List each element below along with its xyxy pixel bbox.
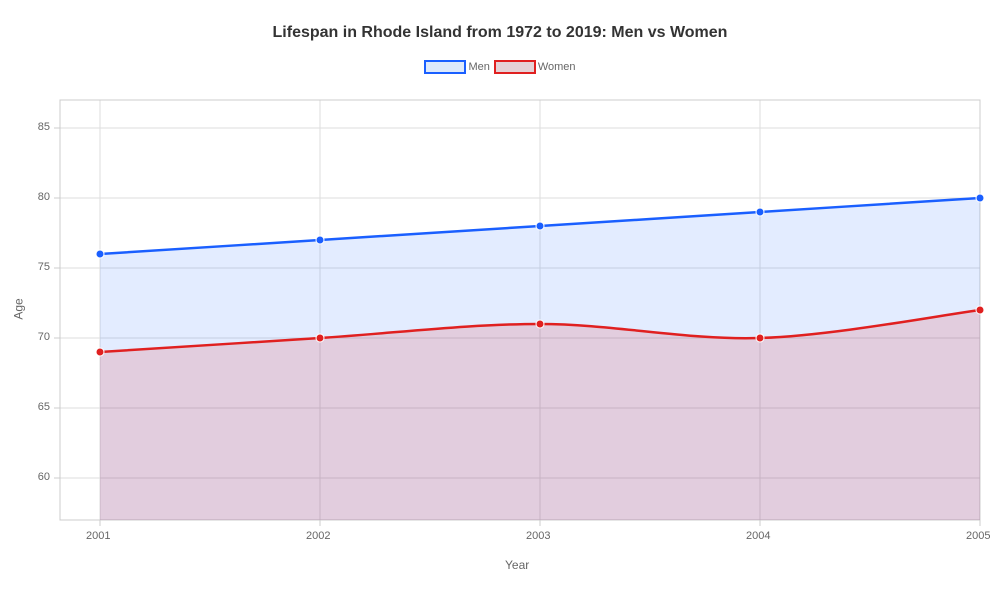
plot-svg (0, 0, 1000, 600)
marker-women-3[interactable] (756, 334, 764, 342)
marker-women-4[interactable] (976, 306, 984, 314)
x-tick-2005: 2005 (966, 530, 990, 542)
y-tick-70: 70 (38, 331, 50, 343)
marker-men-4[interactable] (976, 194, 984, 202)
x-tick-2001: 2001 (86, 530, 110, 542)
x-tick-2002: 2002 (306, 530, 330, 542)
marker-men-2[interactable] (536, 222, 544, 230)
marker-women-2[interactable] (536, 320, 544, 328)
marker-men-0[interactable] (96, 250, 104, 258)
chart-container: Lifespan in Rhode Island from 1972 to 20… (0, 0, 1000, 600)
marker-men-3[interactable] (756, 208, 764, 216)
y-tick-85: 85 (38, 121, 50, 133)
y-tick-80: 80 (38, 191, 50, 203)
y-tick-60: 60 (38, 471, 50, 483)
y-tick-65: 65 (38, 401, 50, 413)
x-tick-2003: 2003 (526, 530, 550, 542)
marker-women-1[interactable] (316, 334, 324, 342)
marker-men-1[interactable] (316, 236, 324, 244)
marker-women-0[interactable] (96, 348, 104, 356)
y-tick-75: 75 (38, 261, 50, 273)
x-tick-2004: 2004 (746, 530, 770, 542)
